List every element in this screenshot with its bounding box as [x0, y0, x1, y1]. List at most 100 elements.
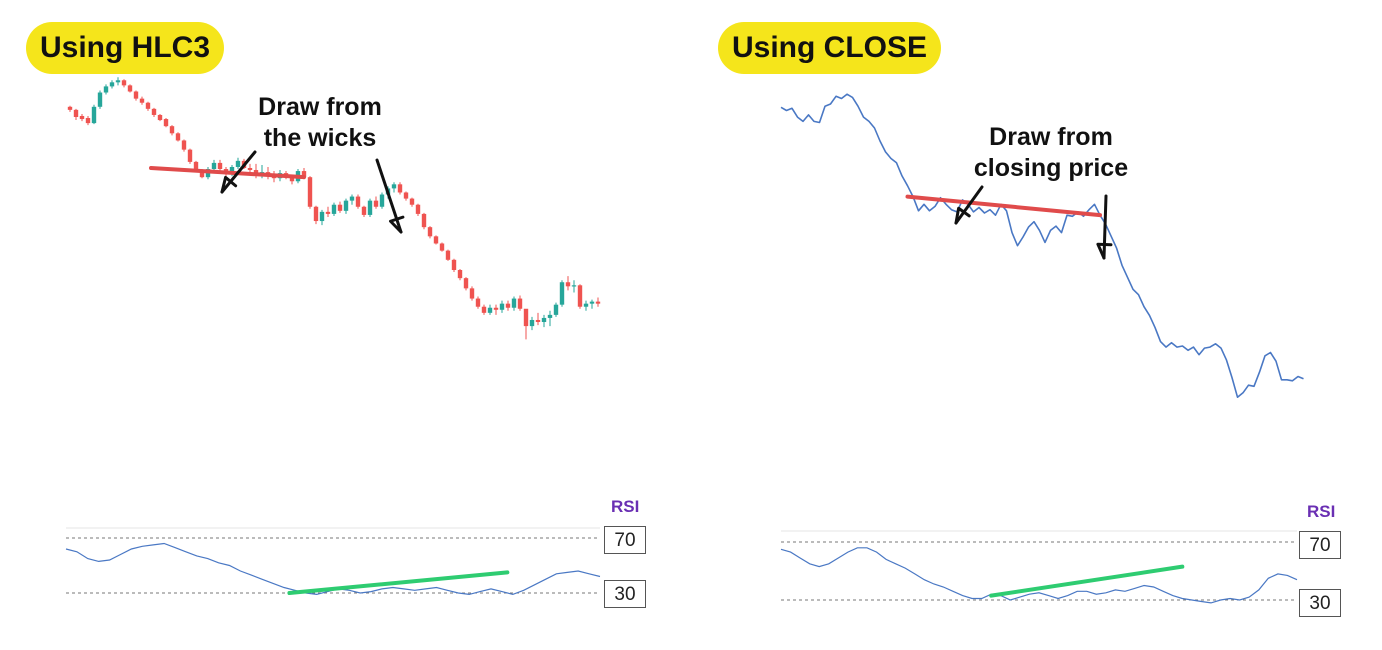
candle-body	[499, 303, 505, 310]
candle-body	[403, 192, 409, 199]
candle-body	[211, 162, 217, 170]
candle-body	[343, 200, 349, 211]
candle-body	[421, 213, 427, 228]
candle-body	[595, 301, 601, 304]
candle-body	[67, 106, 73, 110]
candle-body	[121, 80, 127, 86]
candle-body	[379, 194, 385, 207]
candle-body	[163, 119, 169, 127]
candle-body	[541, 317, 547, 323]
candle-body	[439, 243, 445, 251]
candle-body	[319, 211, 325, 222]
chart-title: Using HLC3	[40, 31, 211, 64]
candle-body	[445, 250, 451, 260]
candle-body	[109, 82, 115, 87]
rsi-line	[65, 542, 601, 596]
candle-body	[325, 211, 331, 214]
candle-body	[517, 298, 523, 309]
candle-body	[73, 109, 79, 117]
candle-body	[253, 170, 259, 174]
rsi-divergence-trendline	[989, 564, 1185, 598]
candle-body	[337, 204, 343, 211]
candle-body	[523, 308, 529, 327]
candle-body	[313, 206, 319, 222]
rsi-divergence-trendline	[287, 570, 510, 595]
candle-body	[481, 306, 487, 313]
annotation-line-1: Draw from	[258, 93, 382, 121]
candle-body	[409, 198, 415, 205]
annotation-text: Draw from the wicks	[232, 92, 408, 154]
candle-body	[349, 196, 355, 201]
candle-body	[361, 206, 367, 215]
candle-body	[367, 200, 373, 215]
candle-body	[529, 319, 535, 327]
candle-body	[217, 162, 223, 170]
candle-body	[391, 184, 397, 189]
candle-body	[493, 307, 499, 310]
candle-body	[85, 118, 91, 124]
candle-body	[229, 166, 235, 175]
candle-body	[145, 102, 151, 109]
candle-body	[457, 270, 463, 279]
candle-body	[301, 171, 307, 178]
candle-body	[553, 304, 559, 315]
candle-body	[187, 149, 193, 162]
candle-body	[355, 196, 361, 207]
candle-body	[427, 227, 433, 237]
candle-body	[433, 236, 439, 244]
hlc3-chart-svg	[65, 77, 601, 596]
candle-body	[451, 259, 457, 270]
rsi-line	[780, 547, 1298, 604]
candle-body	[475, 298, 481, 307]
chart-title: Using CLOSE	[732, 31, 928, 64]
close-chart-svg	[780, 93, 1304, 604]
candle-body	[505, 303, 511, 308]
candle-body	[463, 278, 469, 289]
candle-body	[169, 126, 175, 134]
title-badge: Using HLC3	[26, 22, 225, 74]
candle-body	[175, 133, 181, 141]
arrow-right	[1102, 194, 1108, 260]
candle-body	[535, 319, 541, 323]
candle-body	[79, 115, 85, 120]
rsi-level-30-box: 30	[1299, 589, 1341, 617]
arrow-left-head	[220, 175, 238, 194]
candle-body	[415, 204, 421, 214]
candle-body	[97, 92, 103, 107]
candle-body	[151, 108, 157, 115]
candle-body	[565, 282, 571, 287]
candle-body	[589, 301, 595, 304]
candle-body	[115, 80, 121, 83]
panel-hlc3: Using HLC3 Draw from the wicks RSI 70 30	[26, 22, 646, 608]
arrow-left	[954, 185, 984, 225]
candle-body	[139, 98, 145, 103]
annotation-text: Draw from closing price	[951, 122, 1151, 184]
rsi-level-70-box: 70	[1299, 531, 1341, 559]
close-price-line	[780, 93, 1304, 399]
candle-body	[547, 314, 553, 318]
candle-body	[181, 140, 187, 150]
candle-body	[397, 184, 403, 193]
candle-body	[583, 303, 589, 307]
rsi-level-30-box: 30	[604, 580, 646, 608]
rsi-label: RSI	[1307, 502, 1336, 521]
rsi-level-70-box: 70	[604, 526, 646, 554]
candle-body	[235, 160, 241, 167]
candle-body	[469, 288, 475, 299]
candle-body	[103, 86, 109, 93]
candle-body	[373, 200, 379, 207]
candle-body	[511, 298, 517, 308]
annotation-line-2: closing price	[973, 154, 1129, 182]
candle-body	[199, 171, 205, 178]
candle-body	[91, 106, 97, 124]
title-badge: Using CLOSE	[718, 22, 942, 74]
annotation-line-2: the wicks	[263, 124, 377, 152]
arrow-right-head	[389, 215, 405, 234]
annotation-line-1: Draw from	[989, 123, 1113, 151]
candle-body	[559, 282, 565, 305]
arrow-left-head	[954, 206, 971, 225]
candle-body	[571, 285, 577, 287]
panel-close: Using CLOSE Draw from closing price RSI …	[691, 0, 1382, 650]
arrow-left	[220, 150, 257, 194]
price-trendline	[149, 166, 306, 180]
